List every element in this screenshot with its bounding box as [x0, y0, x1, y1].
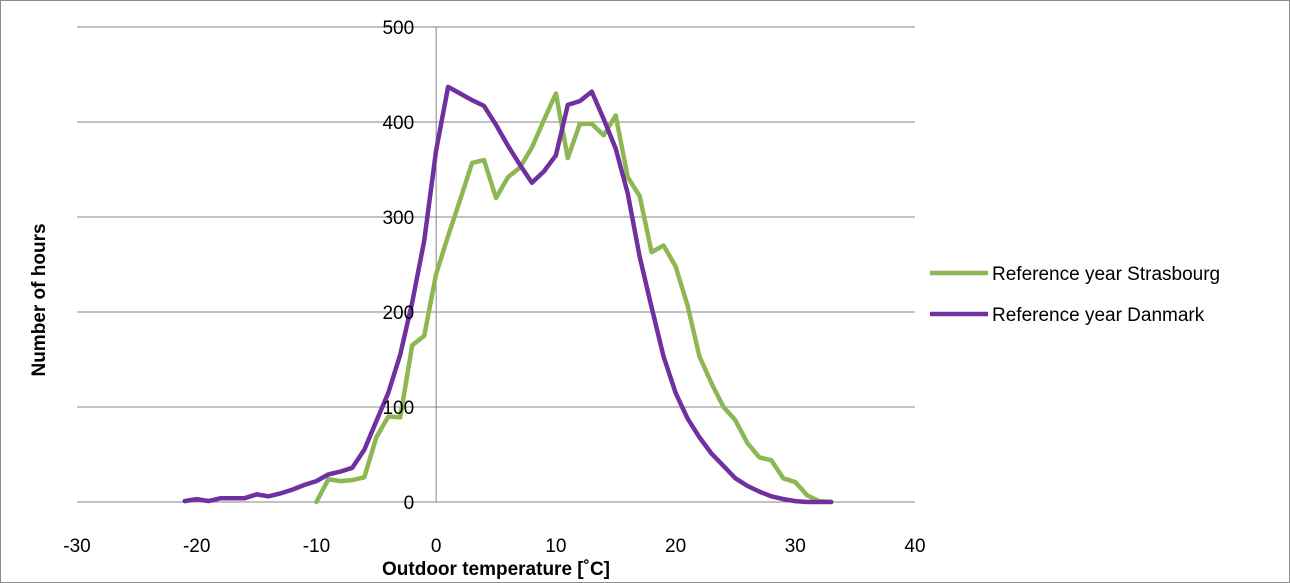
x-tick-label: 20 — [665, 536, 686, 557]
tick-labels: 0 100 200 300 400 500 -30 -20 -10 0 10 20 30 40 — [63, 18, 925, 557]
x-tick-label: 30 — [785, 536, 806, 557]
series-layer — [182, 84, 834, 505]
x-tick-label: -20 — [183, 536, 210, 557]
gridlines — [77, 26, 915, 503]
x-tick-label: 10 — [545, 536, 566, 557]
y-tick-label: 500 — [382, 18, 414, 39]
x-tick-label: 0 — [431, 536, 442, 557]
legend: Reference year Strasbourg Reference year … — [930, 264, 1220, 326]
series-line-2 — [182, 84, 834, 505]
x-tick-label: -10 — [303, 536, 330, 557]
y-tick-label: 400 — [382, 113, 414, 134]
y-axis-title: Number of hours — [29, 223, 50, 376]
y-tick-label: 0 — [404, 493, 415, 514]
legend-label: Reference year Strasbourg — [992, 264, 1220, 285]
series-line-1 — [314, 91, 834, 505]
y-tick-label: 100 — [382, 398, 414, 419]
y-tick-label: 300 — [382, 208, 414, 229]
x-tick-label: -30 — [63, 536, 90, 557]
x-tick-label: 40 — [904, 536, 925, 557]
legend-label: Reference year Danmark — [992, 305, 1205, 326]
x-axis-title: Outdoor temperature [˚C] — [382, 559, 610, 580]
y-tick-label: 200 — [382, 303, 414, 324]
